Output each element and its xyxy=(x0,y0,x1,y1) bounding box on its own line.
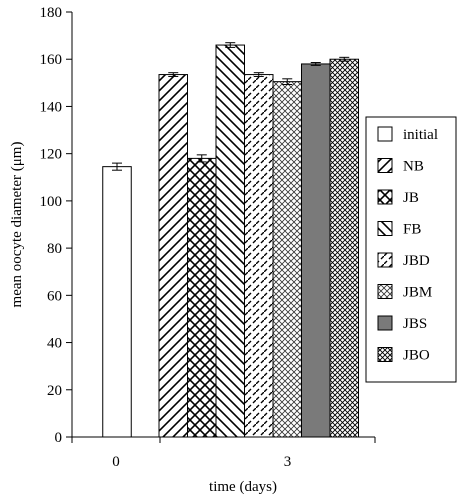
y-tick-label: 20 xyxy=(47,383,62,399)
legend: initial NB JB FB JBD JBM JBS JBO xyxy=(365,116,457,383)
legend-swatch-jbd xyxy=(377,252,393,268)
legend-swatch-jbo xyxy=(377,347,393,362)
y-tick-label: 80 xyxy=(47,241,62,257)
legend-swatch-fb xyxy=(377,221,393,236)
y-tick-label: 140 xyxy=(40,99,63,115)
legend-label-jbs: JBS xyxy=(403,316,427,332)
x-tick-label: 3 xyxy=(284,454,292,470)
legend-label-fb: FB xyxy=(403,222,421,238)
x-axis-title: time (days) xyxy=(209,479,277,495)
bar-jbs xyxy=(301,63,331,438)
y-tick-label: 160 xyxy=(40,52,63,68)
bars xyxy=(102,42,359,438)
x-tick-label: 0 xyxy=(112,454,120,470)
y-tick-label: 40 xyxy=(47,336,62,352)
bar-jbo xyxy=(329,58,359,438)
y-tick-label: 60 xyxy=(47,288,62,304)
y-tick-label: 0 xyxy=(55,430,63,446)
bar-jbd xyxy=(244,74,274,438)
y-axis-title: mean oocyte diameter (μm) xyxy=(9,142,25,308)
legend-swatch-jbs xyxy=(377,315,393,331)
legend-swatch-nb xyxy=(377,158,393,173)
axes: 0 20 40 60 80 100 120 140 160 180 0 3 time (days) mea… xyxy=(9,5,376,495)
legend-label-jbm: JBM xyxy=(403,285,432,301)
legend-label-jbd: JBD xyxy=(403,253,430,269)
legend-swatch-jb xyxy=(377,189,393,205)
bar-jb xyxy=(187,157,217,438)
legend-box xyxy=(365,116,457,383)
legend-label-nb: NB xyxy=(403,159,424,175)
bar-initial xyxy=(102,166,132,438)
legend-label-initial: initial xyxy=(403,127,438,143)
y-tick-label: 180 xyxy=(40,5,63,21)
legend-swatch-initial xyxy=(377,126,393,142)
bar-nb xyxy=(158,74,188,438)
y-tick-label: 120 xyxy=(40,147,63,163)
legend-swatch-jbm xyxy=(377,284,393,299)
y-tick-label: 100 xyxy=(40,194,63,210)
bar-fb xyxy=(215,44,245,438)
legend-label-jb: JB xyxy=(403,190,419,206)
bar-jbm xyxy=(272,81,302,438)
legend-label-jbo: JBO xyxy=(403,348,430,364)
